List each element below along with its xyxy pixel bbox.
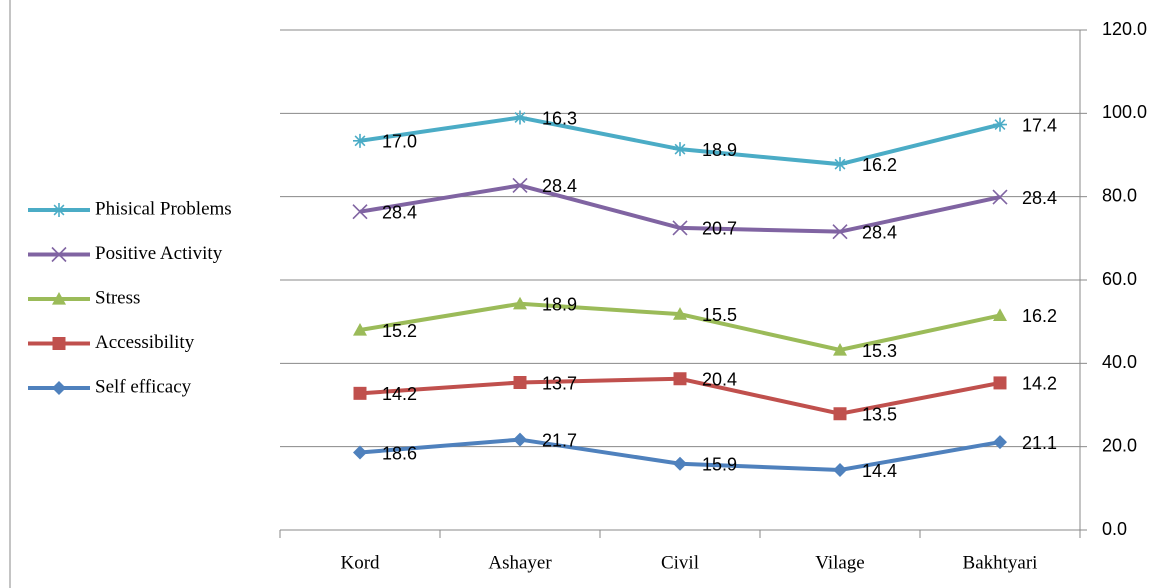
marker [672, 220, 688, 236]
y-tick-label: 40.0 [1102, 352, 1137, 372]
legend-label: Phisical Problems [95, 198, 232, 219]
data-label: 14.4 [862, 461, 897, 481]
data-label: 14.2 [1022, 374, 1057, 394]
data-label: 28.4 [382, 202, 417, 222]
data-label: 21.7 [542, 430, 577, 450]
data-label: 17.4 [1022, 115, 1057, 135]
legend-label: Accessibility [95, 332, 195, 353]
marker [513, 432, 527, 447]
legend-label: Self efficacy [95, 376, 192, 397]
data-label: 28.4 [862, 222, 897, 242]
y-tick-label: 80.0 [1102, 185, 1137, 205]
legend-marker [52, 203, 66, 217]
legend-label: Stress [95, 287, 140, 308]
marker [673, 142, 687, 157]
data-label: 16.2 [1022, 306, 1057, 326]
marker [992, 189, 1008, 205]
y-tick-label: 120.0 [1102, 19, 1147, 39]
data-label: 21.1 [1022, 433, 1057, 453]
data-label: 16.3 [542, 108, 577, 128]
marker [352, 204, 368, 220]
y-tick-label: 60.0 [1102, 269, 1137, 289]
data-label: 15.2 [382, 321, 417, 341]
data-label: 20.4 [702, 370, 737, 390]
legend-marker [52, 337, 66, 350]
marker [833, 463, 847, 477]
y-tick-label: 0.0 [1102, 519, 1127, 539]
data-label: 14.2 [382, 384, 417, 404]
data-label: 16.2 [862, 155, 897, 175]
marker [513, 296, 527, 310]
data-label: 18.6 [382, 443, 417, 463]
data-label: 13.5 [862, 405, 897, 425]
x-tick-label: Vilage [815, 552, 865, 573]
legend-marker [52, 292, 66, 305]
marker [673, 307, 687, 320]
line [359, 115, 1001, 167]
line [359, 183, 1001, 234]
marker [832, 224, 848, 240]
marker [513, 376, 527, 389]
data-label: 15.3 [862, 341, 897, 361]
marker [353, 133, 367, 148]
data-label: 13.7 [542, 373, 577, 393]
marker [673, 456, 687, 471]
y-tick-label: 20.0 [1102, 435, 1137, 455]
marker [993, 308, 1007, 322]
legend-label: Positive Activity [95, 243, 223, 264]
x-tick-label: Kord [340, 552, 380, 573]
x-tick-label: Bakhtyari [963, 552, 1038, 573]
x-tick-label: Civil [661, 552, 699, 573]
data-label: 15.9 [702, 455, 737, 475]
data-label: 17.0 [382, 132, 417, 152]
data-label: 18.9 [542, 295, 577, 315]
marker [833, 157, 847, 172]
x-tick-label: Ashayer [488, 552, 552, 573]
marker [833, 343, 847, 356]
marker [673, 372, 687, 386]
data-label: 28.4 [542, 176, 577, 196]
marker [993, 435, 1007, 450]
legend-marker [52, 381, 66, 395]
marker [353, 386, 367, 400]
marker [353, 445, 367, 460]
marker [512, 177, 528, 193]
marker [833, 407, 847, 421]
data-label: 28.4 [1022, 188, 1057, 208]
data-label: 15.5 [702, 305, 737, 325]
legend-marker [51, 246, 67, 263]
marker [513, 110, 527, 125]
data-label: 20.7 [702, 219, 737, 239]
data-label: 18.9 [702, 140, 737, 160]
marker [993, 117, 1007, 132]
marker [993, 376, 1007, 390]
y-tick-label: 100.0 [1102, 102, 1147, 122]
marker [353, 323, 367, 336]
